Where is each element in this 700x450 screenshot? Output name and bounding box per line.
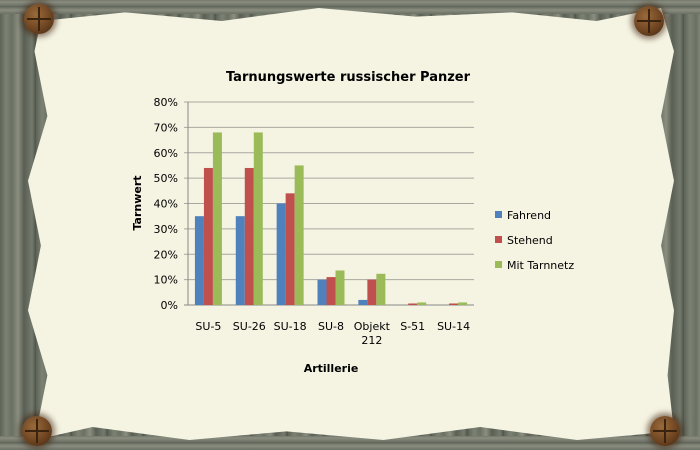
- legend-label: Stehend: [507, 234, 553, 247]
- y-tick-label: 50%: [154, 172, 178, 185]
- paper-background: [28, 8, 674, 440]
- bar-mit-tarnnetz: [253, 132, 263, 305]
- y-tick-label: 0%: [161, 299, 178, 312]
- nail-icon: [650, 416, 680, 446]
- y-tick-label: 60%: [154, 147, 178, 160]
- bar-fahrend: [317, 279, 327, 305]
- bar-stehend: [285, 193, 295, 305]
- bar-mit-tarnnetz: [335, 270, 345, 305]
- nail-icon: [22, 416, 52, 446]
- bar-stehend: [367, 279, 377, 305]
- bar-mit-tarnnetz: [212, 132, 222, 305]
- x-tick-label: SU-14: [437, 320, 470, 333]
- bar-stehend: [326, 277, 336, 305]
- x-tick-label: SU-26: [233, 320, 266, 333]
- bar-fahrend: [194, 216, 204, 305]
- y-tick-label: 80%: [154, 96, 178, 109]
- x-tick-label: SU-18: [274, 320, 307, 333]
- y-tick-label: 70%: [154, 121, 178, 134]
- y-axis-label: Tarnwert: [131, 175, 144, 230]
- legend-label: Fahrend: [507, 209, 551, 222]
- bar-stehend: [244, 167, 254, 305]
- x-tick-label: SU-8: [318, 320, 344, 333]
- y-tick-label: 20%: [154, 248, 178, 261]
- legend-swatch: [495, 261, 502, 268]
- bar-mit-tarnnetz: [376, 273, 386, 305]
- x-axis-label: Artillerie: [304, 362, 359, 375]
- wood-frame-top: [0, 0, 700, 14]
- legend-label: Mit Tarnnetz: [507, 259, 574, 272]
- nail-icon: [24, 4, 54, 34]
- bar-stehend: [203, 167, 213, 305]
- bar-mit-tarnnetz: [294, 165, 304, 305]
- chart-title: Tarnungswerte russischer Panzer: [226, 70, 471, 85]
- bar-fahrend: [235, 216, 245, 305]
- bar-mit-tarnnetz: [417, 302, 427, 305]
- x-tick-label: Objekt 212: [354, 320, 391, 347]
- x-tick-label: S-51: [400, 320, 425, 333]
- bar-stehend: [408, 303, 418, 305]
- legend-swatch: [495, 211, 502, 218]
- legend-swatch: [495, 236, 502, 243]
- nail-icon: [634, 6, 664, 36]
- y-tick-label: 30%: [154, 223, 178, 236]
- bar-fahrend: [358, 299, 368, 305]
- wood-frame-bottom: [0, 436, 700, 450]
- y-tick-label: 10%: [154, 274, 178, 287]
- y-tick-label: 40%: [154, 198, 178, 211]
- bar-fahrend: [276, 203, 286, 305]
- bar-mit-tarnnetz: [458, 302, 468, 305]
- x-tick-label: SU-5: [195, 320, 221, 333]
- bar-stehend: [449, 303, 459, 305]
